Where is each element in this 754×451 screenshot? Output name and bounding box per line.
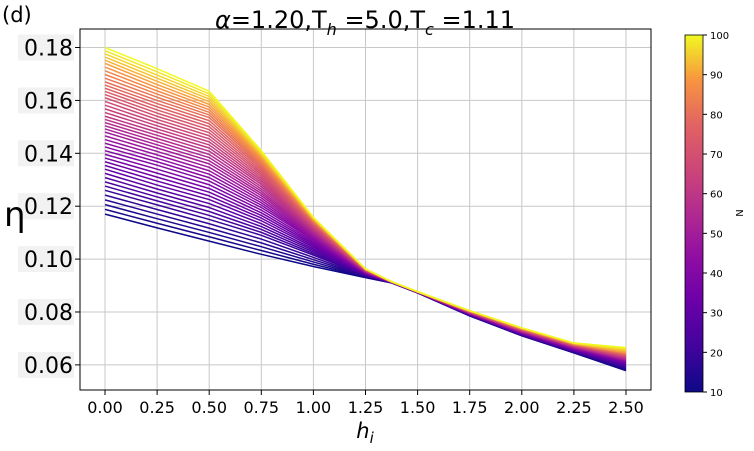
- colorbar: [684, 34, 704, 393]
- colorbar-tick-label: 100: [710, 31, 729, 42]
- y-tick-label-bg: [18, 351, 74, 378]
- y-tick-label-bg: [18, 193, 74, 220]
- colorbar-tick-label: 80: [710, 110, 723, 121]
- x-tick-label: 0.50: [191, 398, 227, 417]
- title-tc-value: =1.11: [434, 6, 515, 34]
- colorbar-tick-label: 20: [710, 348, 723, 359]
- y-tick-label-bg: [18, 34, 74, 61]
- y-tick-label-bg: [18, 140, 74, 167]
- y-tick-label: 0.18: [24, 37, 73, 62]
- y-tick-label: 0.06: [24, 354, 73, 379]
- x-tick-label: 0.25: [139, 398, 175, 417]
- colorbar-tick-label: 70: [710, 150, 723, 161]
- colorbar-ticks: 10 20 30 40 50 60 70 80 90 100: [703, 31, 729, 399]
- colorbar-tick-label: 30: [710, 309, 723, 320]
- title-alpha-value: =1.20,: [231, 6, 312, 34]
- x-axis-label-main: h: [356, 419, 369, 443]
- y-tick-label-bg: [18, 246, 74, 273]
- series-lines: [104, 46, 627, 372]
- title-tc: T: [409, 6, 425, 34]
- colorbar-tick-label: 40: [710, 269, 723, 280]
- x-tick-label: 1.25: [348, 398, 384, 417]
- title-th-value: =5.0,: [337, 6, 411, 34]
- y-tick-label: 0.16: [24, 89, 73, 114]
- x-tick-label: 2.00: [504, 398, 540, 417]
- grid-lines: [80, 29, 651, 390]
- x-tick-label: 0.75: [243, 398, 279, 417]
- colorbar-tick-label: 10: [710, 388, 723, 399]
- x-axis-label-sub: i: [370, 429, 375, 447]
- y-axis-label: η: [4, 195, 26, 235]
- y-tick-label: 0.08: [24, 301, 73, 326]
- colorbar-tick-label: 60: [710, 190, 723, 201]
- y-tick-label-bg: [18, 298, 74, 325]
- y-tick-label: 0.14: [24, 142, 73, 167]
- x-axis: 0.00 0.25 0.50 0.75 1.00 1.25 1.50 1.75 2.00 2.25…: [87, 390, 644, 417]
- x-tick-label: 2.50: [608, 398, 644, 417]
- x-tick-label: 2.25: [556, 398, 592, 417]
- title-alpha: α: [215, 6, 231, 34]
- colorbar-tick-label: 90: [710, 71, 723, 82]
- x-tick-label: 1.75: [452, 398, 488, 417]
- y-tick-label: 0.10: [24, 248, 73, 273]
- colorbar-tick-label: 50: [710, 229, 723, 240]
- colorbar-label: N: [735, 209, 746, 216]
- series-line: [104, 46, 627, 349]
- x-tick-label: 0.00: [87, 398, 123, 417]
- y-tick-label-bg: [18, 87, 74, 114]
- x-tick-label: 1.00: [296, 398, 332, 417]
- title-th: T: [311, 6, 327, 34]
- panel-label: (d): [2, 3, 32, 27]
- y-tick-label: 0.12: [24, 195, 73, 220]
- x-tick-label: 1.50: [400, 398, 436, 417]
- x-axis-label: hi: [356, 419, 374, 447]
- y-axis: 0.06 0.08 0.10 0.12 0.14 0.16 0.18: [18, 34, 80, 379]
